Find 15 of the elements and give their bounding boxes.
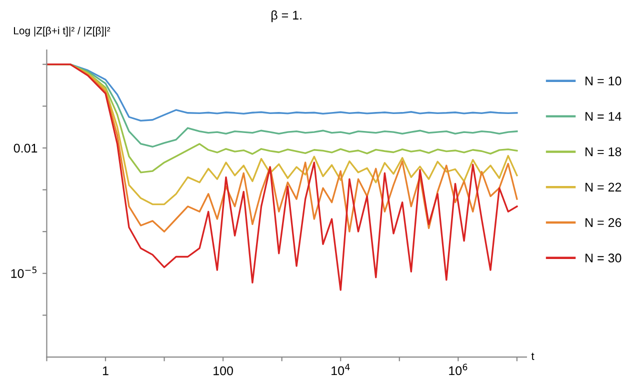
x-tick-label: 10$^{6}$ bbox=[449, 364, 468, 376]
x-tick-label: 100 bbox=[214, 366, 233, 376]
legend-label: N = 18 bbox=[586, 147, 622, 156]
y-tick-label: 0.01 bbox=[14, 144, 38, 153]
legend-label: N = 10 bbox=[586, 76, 622, 86]
legend-label: N = 26 bbox=[586, 218, 622, 228]
x-tick-label: 1 bbox=[102, 366, 108, 376]
legend-label: N = 22 bbox=[586, 182, 622, 192]
y-axis-title: Log |Z[β+i t]|² / |Z[β]|² bbox=[14, 26, 110, 36]
x-axis-title: t bbox=[531, 352, 534, 360]
legend-label: N = 14 bbox=[586, 112, 622, 121]
chart-title: β = 1. bbox=[272, 10, 302, 22]
y-tick-label: 10$^{−5}$ bbox=[11, 266, 36, 278]
x-tick-label: 10$^{4}$ bbox=[332, 364, 350, 376]
legend-label: N = 30 bbox=[586, 254, 622, 262]
